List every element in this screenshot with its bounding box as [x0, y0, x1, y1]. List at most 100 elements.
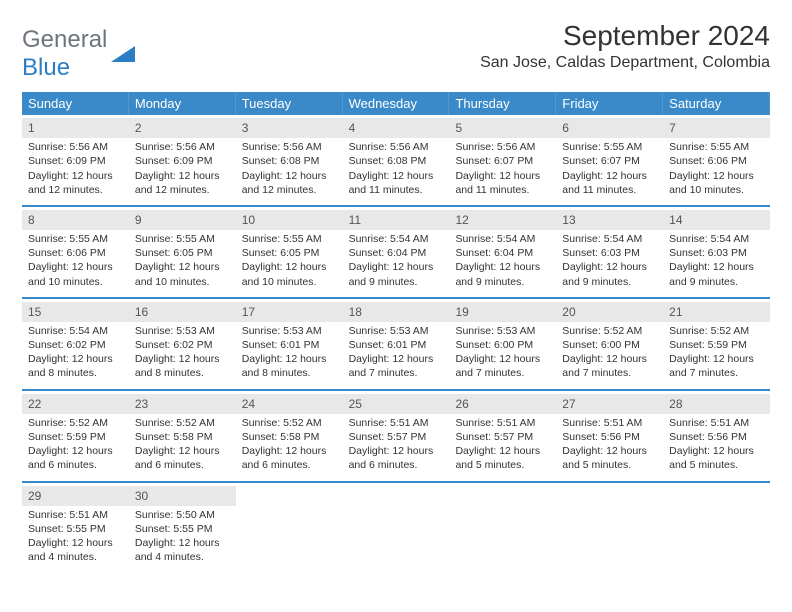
week-row: 29 Sunrise: 5:51 AMSunset: 5:55 PM Dayligh…	[22, 483, 770, 573]
daylight-text: Daylight: 12 hours and 4 minutes.	[135, 536, 230, 564]
date-number: 11	[349, 213, 361, 227]
daylight-text: Daylight: 12 hours and 9 minutes.	[349, 260, 444, 288]
sunset-text: Sunset: 6:02 PM	[135, 338, 230, 352]
sunset-text: Sunset: 6:00 PM	[455, 338, 550, 352]
sunset-text: Sunset: 5:56 PM	[669, 430, 764, 444]
sunrise-text: Sunrise: 5:54 AM	[562, 232, 657, 246]
sunset-text: Sunset: 5:58 PM	[135, 430, 230, 444]
day-cell: 30Sunrise: 5:50 AMSunset: 5:55 PMDayligh…	[129, 483, 236, 573]
daylight-text: Daylight: 12 hours and 12 minutes.	[28, 169, 123, 197]
date-number: 12	[455, 213, 468, 227]
date-number-row: 15	[22, 302, 129, 322]
day-cell: 6Sunrise: 5:55 AMSunset: 6:07 PMDaylight…	[556, 115, 663, 205]
week-row: 15Sunrise: 5:54 AMSunset: 6:02 PMDayligh…	[22, 299, 770, 391]
day-cell	[343, 483, 450, 573]
sunset-text: Sunset: 6:03 PM	[562, 246, 657, 260]
month-title: September 2024	[480, 20, 770, 52]
date-number-row: 10	[236, 210, 343, 230]
date-number: 27	[562, 397, 575, 411]
day-header: Tuesday	[236, 92, 343, 115]
date-number-row: 20	[556, 302, 663, 322]
sunset-text: Sunset: 5:55 PM	[28, 522, 123, 536]
sunset-text: Sunset: 5:57 PM	[349, 430, 444, 444]
daylight-text: Daylight: 12 hours and 7 minutes.	[562, 352, 657, 380]
day-cell: 4Sunrise: 5:56 AMSunset: 6:08 PMDaylight…	[343, 115, 450, 205]
date-number-row: 8	[22, 210, 129, 230]
date-number-row: 11	[343, 210, 450, 230]
day-header: Thursday	[449, 92, 556, 115]
date-number-row: 5	[449, 118, 556, 138]
date-number-row: 29	[22, 486, 129, 506]
sunrise-text: Sunrise: 5:54 AM	[455, 232, 550, 246]
daylight-text: Daylight: 12 hours and 11 minutes.	[455, 169, 550, 197]
daylight-text: Daylight: 12 hours and 12 minutes.	[135, 169, 230, 197]
date-number: 2	[135, 121, 142, 135]
day-cell: 13Sunrise: 5:54 AMSunset: 6:03 PMDayligh…	[556, 207, 663, 297]
sunset-text: Sunset: 6:04 PM	[349, 246, 444, 260]
date-number-row: 27	[556, 394, 663, 414]
date-number: 22	[28, 397, 41, 411]
sunrise-text: Sunrise: 5:52 AM	[28, 416, 123, 430]
day-cell: 3Sunrise: 5:56 AMSunset: 6:08 PMDaylight…	[236, 115, 343, 205]
date-number: 26	[455, 397, 468, 411]
day-cell: 15Sunrise: 5:54 AMSunset: 6:02 PMDayligh…	[22, 299, 129, 389]
day-cell	[449, 483, 556, 573]
title-block: September 2024 San Jose, Caldas Departme…	[480, 20, 770, 72]
daylight-text: Daylight: 12 hours and 7 minutes.	[455, 352, 550, 380]
day-cell: 17Sunrise: 5:53 AMSunset: 6:01 PMDayligh…	[236, 299, 343, 389]
sunrise-text: Sunrise: 5:52 AM	[242, 416, 337, 430]
week-row: 8Sunrise: 5:55 AMSunset: 6:06 PMDaylight…	[22, 207, 770, 299]
date-number: 14	[669, 213, 682, 227]
sunrise-text: Sunrise: 5:56 AM	[455, 140, 550, 154]
sunrise-text: Sunrise: 5:52 AM	[135, 416, 230, 430]
date-number-row: 21	[663, 302, 770, 322]
sunset-text: Sunset: 6:00 PM	[562, 338, 657, 352]
sunset-text: Sunset: 5:59 PM	[669, 338, 764, 352]
day-header: Monday	[129, 92, 236, 115]
day-cell: 26Sunrise: 5:51 AMSunset: 5:57 PMDayligh…	[449, 391, 556, 481]
day-cell: 7Sunrise: 5:55 AMSunset: 6:06 PMDaylight…	[663, 115, 770, 205]
date-number: 17	[242, 305, 255, 319]
day-cell: 2Sunrise: 5:56 AMSunset: 6:09 PMDaylight…	[129, 115, 236, 205]
date-number: 19	[455, 305, 468, 319]
day-cell: 5Sunrise: 5:56 AMSunset: 6:07 PMDaylight…	[449, 115, 556, 205]
daylight-text: Daylight: 12 hours and 12 minutes.	[242, 169, 337, 197]
sunrise-text: Sunrise: 5:53 AM	[455, 324, 550, 338]
date-number-row: 4	[343, 118, 450, 138]
sunset-text: Sunset: 6:08 PM	[349, 154, 444, 168]
sunset-text: Sunset: 6:05 PM	[242, 246, 337, 260]
sunset-text: Sunset: 6:06 PM	[669, 154, 764, 168]
sunrise-text: Sunrise: 5:50 AM	[135, 508, 230, 522]
day-cell: 9Sunrise: 5:55 AMSunset: 6:05 PMDaylight…	[129, 207, 236, 297]
sunrise-text: Sunrise: 5:56 AM	[242, 140, 337, 154]
sunset-text: Sunset: 6:01 PM	[242, 338, 337, 352]
day-cell	[236, 483, 343, 573]
date-number: 16	[135, 305, 148, 319]
sunrise-text: Sunrise: 5:51 AM	[28, 508, 123, 522]
date-number: 4	[349, 121, 356, 135]
date-number-row: 14	[663, 210, 770, 230]
date-number: 28	[669, 397, 682, 411]
sunrise-text: Sunrise: 5:55 AM	[562, 140, 657, 154]
date-number: 13	[562, 213, 575, 227]
day-cell: 1Sunrise: 5:56 AMSunset: 6:09 PMDaylight…	[22, 115, 129, 205]
date-number-row: 1	[22, 118, 129, 138]
date-number-row: 12	[449, 210, 556, 230]
sunset-text: Sunset: 6:08 PM	[242, 154, 337, 168]
sunrise-text: Sunrise: 5:53 AM	[349, 324, 444, 338]
sunrise-text: Sunrise: 5:51 AM	[562, 416, 657, 430]
date-number: 10	[242, 213, 255, 227]
sunset-text: Sunset: 5:57 PM	[455, 430, 550, 444]
date-number: 5	[455, 121, 462, 135]
daylight-text: Daylight: 12 hours and 6 minutes.	[242, 444, 337, 472]
date-number-row: 17	[236, 302, 343, 322]
sunset-text: Sunset: 5:56 PM	[562, 430, 657, 444]
sunset-text: Sunset: 6:04 PM	[455, 246, 550, 260]
date-number: 6	[562, 121, 569, 135]
date-number: 30	[135, 489, 148, 503]
sunset-text: Sunset: 6:09 PM	[28, 154, 123, 168]
date-number: 20	[562, 305, 575, 319]
daylight-text: Daylight: 12 hours and 11 minutes.	[349, 169, 444, 197]
date-number-row: 30	[129, 486, 236, 506]
day-cell: 16Sunrise: 5:53 AMSunset: 6:02 PMDayligh…	[129, 299, 236, 389]
